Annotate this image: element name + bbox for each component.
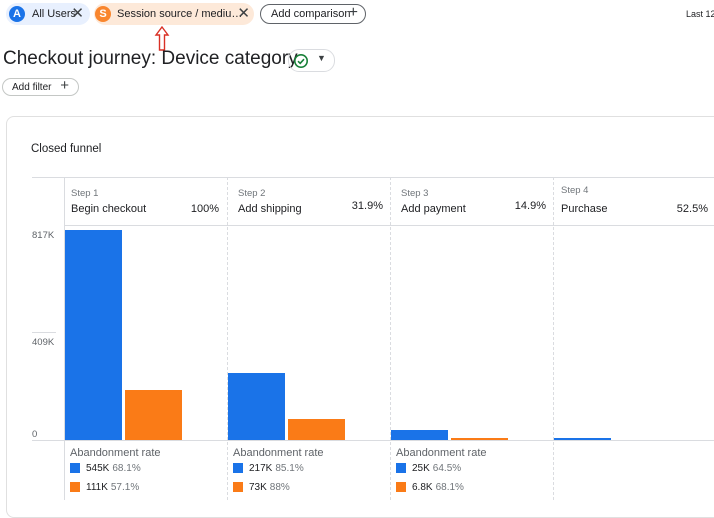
segment-chip-session-source[interactable]: S Session source / mediu… ✕ bbox=[94, 3, 254, 25]
abandonment-rate: 85.1% bbox=[275, 462, 304, 474]
step-name[interactable]: Add shipping bbox=[238, 203, 302, 215]
add-comparison-label: Add comparison bbox=[271, 8, 351, 20]
step-completion-rate: 52.5% bbox=[676, 203, 708, 215]
abandonment-rate: 68.1% bbox=[435, 481, 464, 493]
step-name[interactable]: Purchase bbox=[561, 203, 608, 215]
step-number: Step 2 bbox=[238, 188, 266, 199]
segment-label: Session source / mediu… bbox=[117, 8, 243, 20]
legend-swatch-orange bbox=[396, 482, 406, 492]
column-divider bbox=[64, 177, 65, 500]
abandonment-row: 6.8K 68.1% bbox=[396, 480, 464, 494]
check-circle-icon bbox=[294, 54, 308, 68]
page-title: Checkout journey: Device category bbox=[3, 48, 298, 69]
y-gridline-mid bbox=[32, 332, 56, 333]
header-bottom-divider bbox=[65, 225, 714, 226]
abandonment-row: 545K 68.1% bbox=[70, 461, 141, 475]
abandonment-rate-label: Abandonment rate bbox=[233, 447, 324, 459]
abandonment-rate: 88% bbox=[269, 481, 290, 493]
column-divider bbox=[553, 177, 554, 500]
y-tick-label: 409K bbox=[32, 337, 55, 348]
abandonment-row: 73K 88% bbox=[233, 480, 290, 494]
bar-series-blue-4[interactable] bbox=[554, 438, 611, 440]
abandonment-rate: 68.1% bbox=[112, 462, 141, 474]
add-comparison-button[interactable]: Add comparison + bbox=[260, 4, 366, 24]
abandonment-value: 25K bbox=[412, 462, 430, 474]
step-number: Step 4 bbox=[561, 185, 589, 196]
plus-icon: + bbox=[60, 77, 69, 94]
abandonment-row: 217K 85.1% bbox=[233, 461, 304, 475]
add-filter-button[interactable]: Add filter + bbox=[2, 77, 79, 96]
close-icon[interactable]: ✕ bbox=[237, 5, 250, 22]
bar-series-blue-3[interactable] bbox=[391, 430, 448, 440]
column-divider bbox=[227, 177, 228, 500]
abandonment-value: 545K bbox=[86, 462, 110, 474]
abandonment-value: 6.8K bbox=[412, 481, 433, 493]
step-name[interactable]: Begin checkout bbox=[71, 203, 147, 215]
bar-series-blue-2[interactable] bbox=[228, 373, 285, 440]
segment-chip-all-users[interactable]: A All Users ✕ bbox=[6, 3, 90, 25]
segment-avatar-s: S bbox=[95, 6, 111, 22]
abandonment-rate: 57.1% bbox=[110, 481, 140, 493]
bar-series-orange-1[interactable] bbox=[125, 390, 182, 440]
abandonment-rate-label: Abandonment rate bbox=[396, 447, 487, 459]
step-completion-rate: 31.9% bbox=[351, 200, 383, 212]
x-axis-baseline bbox=[32, 440, 714, 441]
step-completion-rate: 14.9% bbox=[514, 200, 546, 212]
legend-swatch-orange bbox=[70, 482, 80, 492]
legend-swatch-blue bbox=[396, 463, 406, 473]
date-range-selector[interactable]: Last 12 bbox=[686, 9, 714, 19]
funnel-card bbox=[6, 116, 714, 518]
abandonment-row: 111K 57.1% bbox=[70, 480, 139, 494]
funnel-title: Closed funnel bbox=[31, 143, 102, 155]
comparison-bar: A All Users ✕ S Session source / mediu… … bbox=[0, 0, 714, 30]
status-dropdown[interactable]: ▼ bbox=[288, 49, 335, 72]
step-completion-rate: 100% bbox=[190, 203, 219, 215]
segment-label: All Users bbox=[32, 8, 77, 20]
segment-avatar-a: A bbox=[9, 6, 25, 22]
step-number: Step 3 bbox=[401, 188, 429, 199]
abandonment-rate: 64.5% bbox=[432, 462, 462, 474]
abandonment-value: 111K bbox=[86, 481, 108, 493]
column-divider bbox=[390, 177, 391, 500]
bar-series-blue-1[interactable] bbox=[65, 230, 122, 440]
y-tick-label: 817K bbox=[32, 230, 55, 241]
abandonment-rate-label: Abandonment rate bbox=[70, 447, 161, 459]
bar-series-orange-2[interactable] bbox=[288, 419, 345, 440]
bar-series-orange-3[interactable] bbox=[451, 438, 508, 440]
header-top-divider bbox=[32, 177, 714, 178]
abandonment-row: 25K 64.5% bbox=[396, 461, 461, 475]
close-icon[interactable]: ✕ bbox=[71, 5, 84, 22]
step-name[interactable]: Add payment bbox=[401, 203, 466, 215]
abandonment-value: 217K bbox=[249, 462, 273, 474]
legend-swatch-blue bbox=[70, 463, 80, 473]
annotation-arrow-up-icon bbox=[154, 26, 170, 51]
abandonment-value: 73K bbox=[249, 481, 267, 493]
step-number: Step 1 bbox=[71, 188, 99, 199]
y-tick-label: 0 bbox=[32, 429, 38, 440]
plus-icon: + bbox=[348, 4, 358, 21]
legend-swatch-orange bbox=[233, 482, 243, 492]
legend-swatch-blue bbox=[233, 463, 243, 473]
add-filter-label: Add filter bbox=[12, 81, 52, 93]
chevron-down-icon: ▼ bbox=[317, 53, 326, 63]
